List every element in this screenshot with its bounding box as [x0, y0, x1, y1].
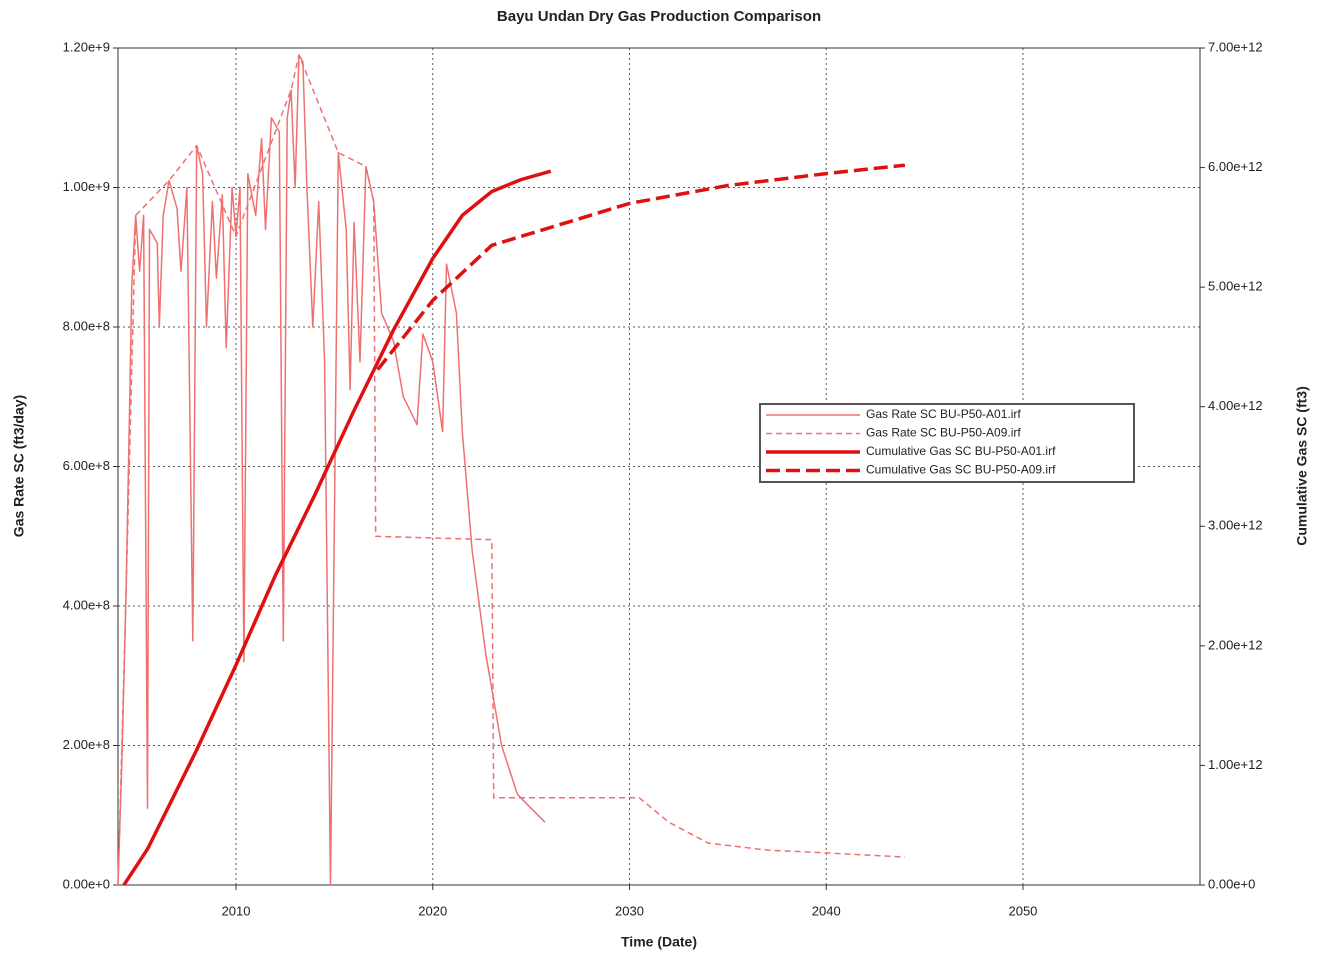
series-line [376, 163, 906, 371]
legend-box [759, 403, 1135, 483]
y-tick-label: 8.00e+8 [63, 318, 110, 333]
y2-tick-label: 7.00e+12 [1208, 39, 1263, 54]
x-tick-label: 2010 [222, 903, 251, 918]
series-line [122, 169, 552, 886]
x-tick-label: 2030 [615, 903, 644, 918]
y-tick-label: 1.00e+9 [63, 179, 110, 194]
x-tick-label: 2020 [418, 903, 447, 918]
series-line [117, 54, 905, 886]
legend-label: Gas Rate SC BU-P50-A01.irf [866, 407, 1021, 421]
legend-label: Gas Rate SC BU-P50-A09.irf [866, 426, 1021, 440]
y2-tick-label: 1.00e+12 [1208, 757, 1263, 772]
y-tick-label: 1.20e+9 [63, 39, 110, 54]
chart-title: Bayu Undan Dry Gas Production Comparison [497, 8, 821, 25]
y2-tick-label: 2.00e+12 [1208, 637, 1263, 652]
y2-tick-label: 0.00e+0 [1208, 876, 1255, 891]
y2-tick-label: 3.00e+12 [1208, 518, 1263, 533]
x-axis-label: Time (Date) [621, 934, 697, 950]
y-tick-label: 2.00e+8 [63, 737, 110, 752]
y-tick-label: 4.00e+8 [63, 597, 110, 612]
plot-frame [117, 47, 1201, 886]
y-axis-label: Gas Rate SC (ft3/day) [11, 395, 27, 537]
series-line [117, 54, 546, 886]
y2-tick-label: 4.00e+12 [1208, 398, 1263, 413]
y2-axis-label: Cumulative Gas SC (ft3) [1294, 386, 1310, 545]
y-tick-label: 6.00e+8 [63, 458, 110, 473]
y-tick-label: 0.00e+0 [63, 876, 110, 891]
x-tick-label: 2040 [812, 903, 841, 918]
legend-label: Cumulative Gas SC BU-P50-A09.irf [866, 463, 1056, 477]
x-tick-label: 2050 [1008, 903, 1037, 918]
legend-label: Cumulative Gas SC BU-P50-A01.irf [866, 444, 1056, 458]
y2-tick-label: 5.00e+12 [1208, 279, 1263, 294]
y2-tick-label: 6.00e+12 [1208, 159, 1263, 174]
